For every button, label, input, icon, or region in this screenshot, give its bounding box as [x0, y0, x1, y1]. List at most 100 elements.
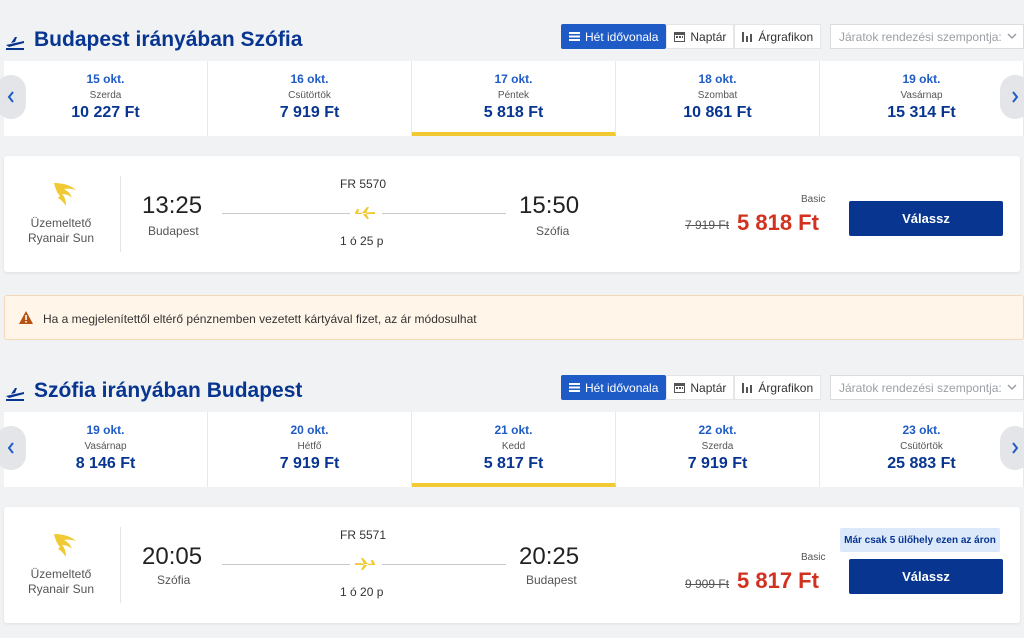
date-price: 8 146 Ft: [75, 455, 136, 472]
divider: [120, 527, 121, 603]
flight-card: Üzemeltető Ryanair Sun 13:25 Budapest FR…: [4, 156, 1020, 272]
divider: [120, 176, 121, 252]
date-label: 19 okt.: [902, 72, 941, 86]
weekday-label: Csütörtök: [288, 90, 331, 101]
plane-icon: [355, 207, 375, 219]
weekday-label: Péntek: [497, 90, 530, 101]
date-cell[interactable]: 16 okt. Csütörtök 7 919 Ft: [208, 61, 412, 136]
depart-city: Szófia: [157, 573, 191, 587]
sort-placeholder: Járatok rendezési szempontja:: [839, 29, 1002, 44]
calendar-icon: [674, 382, 686, 393]
weekday-label: Csütörtök: [900, 441, 943, 452]
select-flight-button[interactable]: Válassz: [849, 559, 1003, 594]
operator-info: Üzemeltető Ryanair Sun: [16, 567, 106, 597]
section-title: Szófia irányában Budapest: [34, 379, 303, 402]
arrive-city: Budapest: [526, 573, 577, 587]
date-label: 16 okt.: [290, 72, 329, 86]
tab-price-chart[interactable]: Árgrafikon: [734, 375, 822, 400]
depart-city: Budapest: [148, 224, 199, 238]
operator-name: Ryanair Sun: [27, 582, 95, 596]
outbound-header: Budapest irányában Szófia Hét idővonala …: [0, 24, 1024, 64]
date-cell[interactable]: 20 okt. Hétfő 7 919 Ft: [208, 412, 412, 487]
tab-calendar[interactable]: Naptár: [666, 375, 735, 400]
weekday-label: Vasárnap: [84, 441, 127, 452]
tab-week-timeline[interactable]: Hét idővonala: [561, 24, 667, 49]
sort-placeholder: Járatok rendezési szempontja:: [839, 380, 1002, 395]
sort-dropdown[interactable]: Járatok rendezési szempontja:: [830, 375, 1024, 400]
next-date-button[interactable]: [1000, 75, 1024, 119]
chevron-down-icon: [1007, 384, 1017, 391]
date-cell[interactable]: 15 okt. Szerda 10 227 Ft: [4, 61, 208, 136]
date-price: 7 919 Ft: [279, 455, 340, 472]
operator-label: Üzemeltető: [30, 567, 92, 581]
weekday-label: Szerda: [701, 441, 734, 452]
route-line: [382, 213, 506, 214]
inbound-header: Szófia irányában Budapest Hét idővonala …: [0, 375, 1024, 415]
flight-card: Üzemeltető Ryanair Sun 20:05 Szófia FR 5…: [4, 507, 1020, 623]
tab-calendar[interactable]: Naptár: [666, 24, 735, 49]
weekday-label: Kedd: [501, 441, 526, 452]
depart-time: 20:05: [142, 543, 203, 570]
sort-dropdown[interactable]: Járatok rendezési szempontja:: [830, 24, 1024, 49]
weekday-label: Szombat: [697, 90, 738, 101]
tab-label: Hét idővonala: [585, 29, 659, 44]
warning-text: Ha a megjelenítettől eltérő pénznemben v…: [43, 312, 477, 326]
currency-warning: Ha a megjelenítettől eltérő pénznemben v…: [4, 295, 1024, 340]
date-cell[interactable]: 19 okt. Vasárnap 15 314 Ft: [820, 61, 1024, 136]
date-cell[interactable]: 19 okt. Vasárnap 8 146 Ft: [4, 412, 208, 487]
date-price: 7 919 Ft: [687, 455, 748, 472]
date-cell[interactable]: 18 okt. Szombat 10 861 Ft: [616, 61, 820, 136]
fare-type: Basic: [801, 552, 826, 563]
chevron-right-icon: [1012, 91, 1019, 103]
prev-date-button[interactable]: [0, 426, 26, 470]
date-label: 17 okt.: [494, 72, 533, 86]
route-line: [382, 564, 506, 565]
route-line: [222, 213, 350, 214]
flight-price: 5 817 Ft: [737, 568, 819, 593]
next-date-button[interactable]: [1000, 426, 1024, 470]
weekday-label: Hétfő: [297, 441, 322, 452]
warning-triangle-icon: [19, 311, 33, 324]
tab-label: Árgrafikon: [758, 29, 814, 44]
bar-chart-icon: [742, 31, 753, 42]
date-label: 20 okt.: [290, 423, 329, 437]
plane-takeoff-icon: [6, 37, 24, 50]
route-line: [222, 564, 350, 565]
date-price: 10 861 Ft: [683, 104, 752, 121]
date-label: 21 okt.: [494, 423, 533, 437]
list-icon: [569, 32, 580, 41]
date-label: 19 okt.: [86, 423, 125, 437]
flight-price: 5 818 Ft: [737, 210, 819, 235]
date-label: 18 okt.: [698, 72, 737, 86]
date-price: 25 883 Ft: [887, 455, 956, 472]
date-strip: 19 okt. Vasárnap 8 146 Ft 20 okt. Hétfő …: [0, 412, 1024, 487]
flight-duration: 1 ó 20 p: [340, 585, 384, 599]
operator-info: Üzemeltető Ryanair Sun: [16, 216, 106, 246]
operator-label: Üzemeltető: [30, 216, 92, 230]
select-flight-button[interactable]: Válassz: [849, 201, 1003, 236]
date-strip: 15 okt. Szerda 10 227 Ft 16 okt. Csütört…: [0, 61, 1024, 136]
date-cell-selected[interactable]: 21 okt. Kedd 5 817 Ft: [412, 412, 616, 487]
old-price: 9 909 Ft: [685, 577, 730, 591]
ryanair-harp-logo: [54, 534, 76, 557]
tab-price-chart[interactable]: Árgrafikon: [734, 24, 822, 49]
date-cell-selected[interactable]: 17 okt. Péntek 5 818 Ft: [412, 61, 616, 136]
section-title: Budapest irányában Szófia: [34, 28, 303, 51]
date-label: 15 okt.: [86, 72, 125, 86]
date-cell[interactable]: 22 okt. Szerda 7 919 Ft: [616, 412, 820, 487]
limited-seats-badge: Már csak 5 ülőhely ezen az áron: [840, 528, 1000, 552]
old-price: 7 919 Ft: [685, 218, 730, 232]
bar-chart-icon: [742, 382, 753, 393]
plane-icon: [355, 558, 375, 570]
date-label: 22 okt.: [698, 423, 737, 437]
ryanair-harp-logo: [54, 183, 76, 206]
view-tabs: Hét idővonala Naptár Árgrafikon: [561, 375, 822, 400]
prev-date-button[interactable]: [0, 75, 26, 119]
flight-number: FR 5570: [340, 177, 387, 191]
arrive-time: 15:50: [519, 192, 580, 219]
date-price: 10 227 Ft: [71, 104, 140, 121]
calendar-icon: [674, 31, 686, 42]
tab-week-timeline[interactable]: Hét idővonala: [561, 375, 667, 400]
depart-time: 13:25: [142, 192, 203, 219]
date-cell[interactable]: 23 okt. Csütörtök 25 883 Ft: [820, 412, 1024, 487]
